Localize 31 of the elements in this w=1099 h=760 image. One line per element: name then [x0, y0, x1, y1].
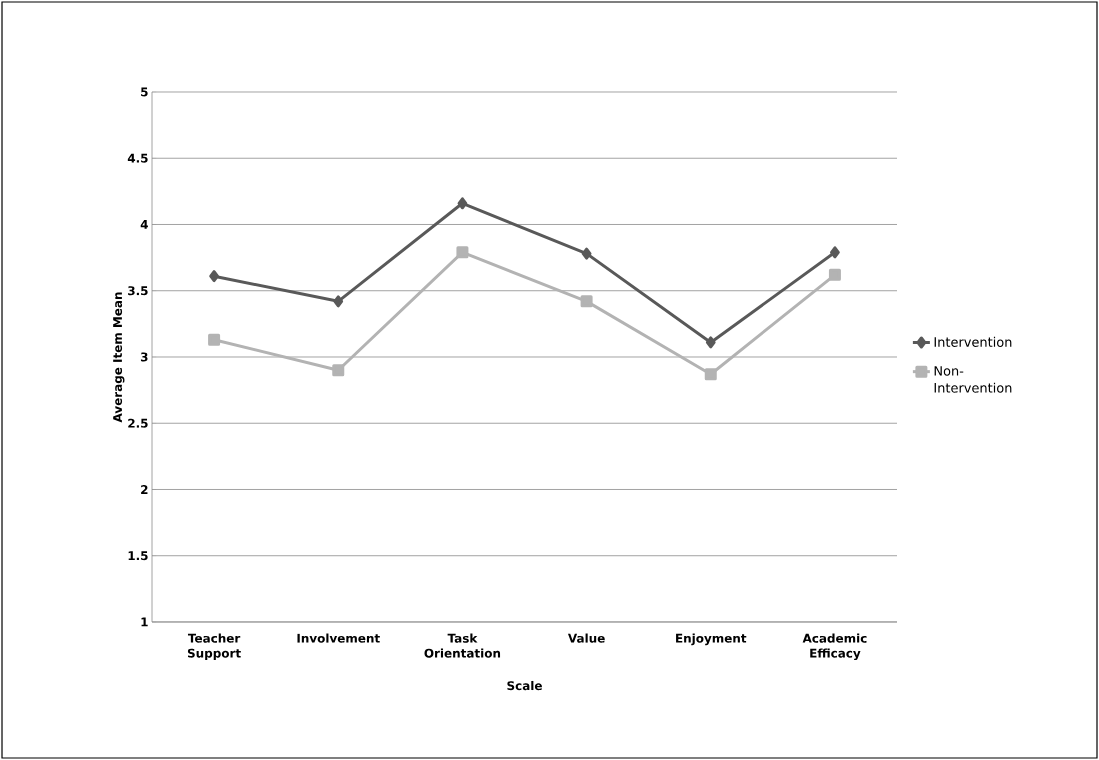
x-tick-label: Value: [567, 633, 605, 643]
point: [828, 268, 841, 281]
y-tick-label: 5: [141, 87, 148, 97]
y-tick-label: 4: [140, 220, 148, 229]
y-tick-label: 3: [140, 352, 148, 362]
x-tick-label: Enjoyment: [676, 633, 747, 646]
point: [830, 246, 840, 259]
point: [457, 197, 468, 210]
point: [332, 364, 345, 377]
y-tick-label: 1.5: [128, 551, 148, 561]
point: [333, 295, 344, 308]
x-tick-label: Teacher Support: [187, 633, 241, 661]
point: [705, 336, 716, 349]
y-tick-label: 3.5: [128, 286, 148, 296]
point: [208, 333, 221, 346]
point: [581, 247, 592, 260]
legend-label: Intervention: [934, 336, 1012, 347]
y-axis-title: Average Item Mean: [113, 292, 125, 423]
y-tick-label: 1: [141, 617, 148, 627]
y-tick-label: 2.5: [128, 418, 148, 428]
legend-label: Non-Intervention: [934, 366, 1012, 393]
x-tick-label: Academic Efficacy: [802, 633, 867, 661]
point: [209, 270, 219, 283]
point: [704, 368, 717, 381]
x-tick-label: Involvement: [297, 633, 380, 643]
x-axis-title: Scale: [507, 680, 542, 691]
y-tick-label: 2: [141, 485, 148, 494]
y-tick-label: 4.5: [127, 153, 148, 163]
point: [580, 295, 593, 308]
point: [456, 246, 469, 259]
x-tick-label: Task Orientation: [424, 633, 501, 658]
